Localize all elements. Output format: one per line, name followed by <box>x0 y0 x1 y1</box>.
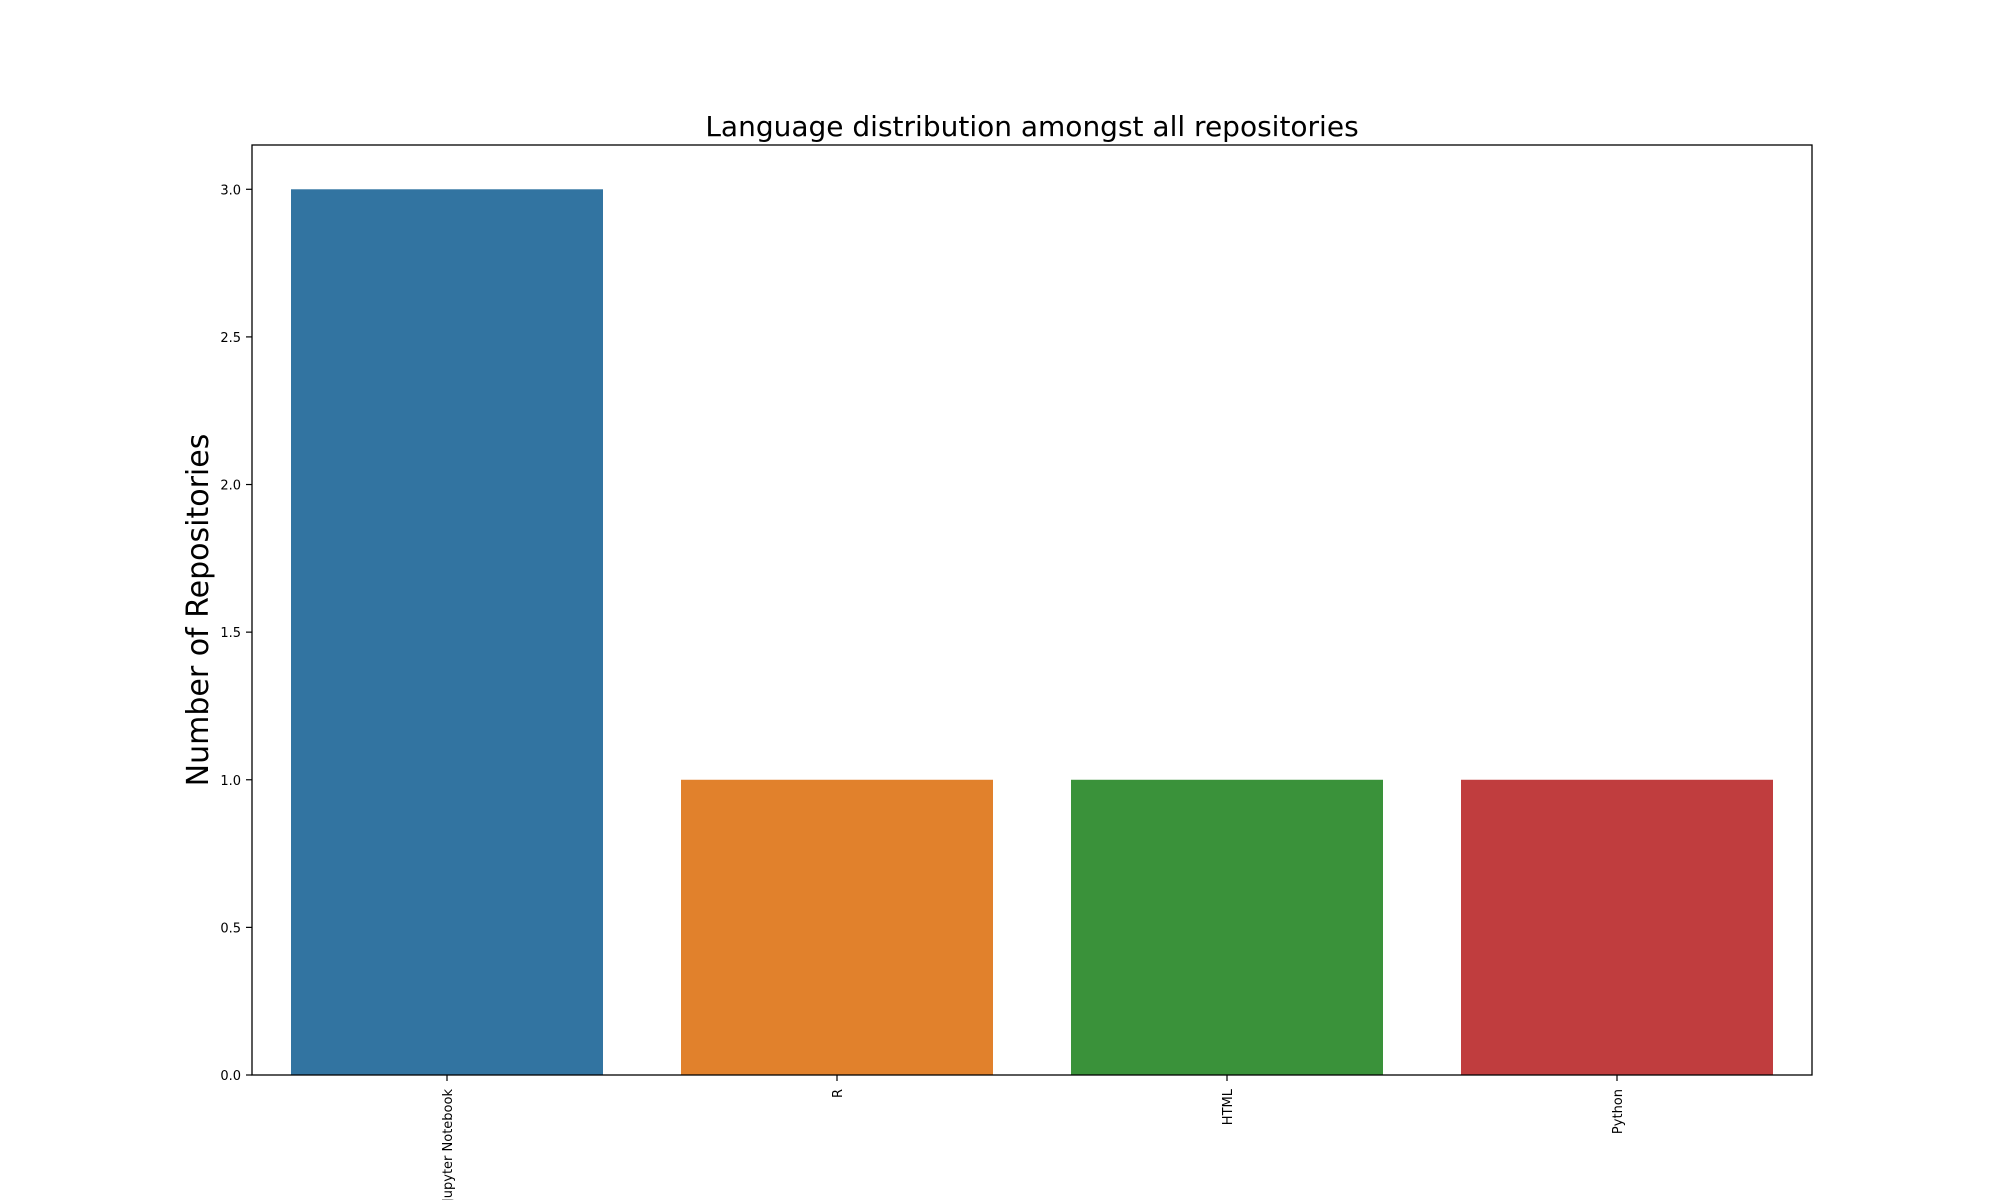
x-tick-label: R <box>831 1089 846 1098</box>
plot-area-frame <box>251 144 1813 1076</box>
x-tick-label: Python <box>1611 1089 1626 1134</box>
y-tick-label: 1.5 <box>220 626 241 641</box>
bar-html <box>1071 779 1383 1075</box>
y-tick-label: 0.0 <box>220 1069 241 1084</box>
bars-group <box>291 189 1773 1076</box>
bar-r <box>681 779 993 1075</box>
bar-jupyter-notebook <box>291 189 603 1076</box>
y-tick-label: 2.5 <box>220 331 241 346</box>
y-tick-label: 2.0 <box>220 479 241 494</box>
y-tick-label: 1.0 <box>220 774 241 789</box>
bar-python <box>1461 779 1773 1075</box>
y-axis-label: Number of Repositories <box>181 434 216 787</box>
y-axis-ticks: 0.0 0.5 1.0 1.5 2.0 2.5 3.0 <box>220 183 252 1084</box>
y-tick-label: 0.5 <box>220 921 241 936</box>
x-axis-ticks: Jupyter Notebook R HTML Python <box>441 1075 1626 1200</box>
y-tick-label: 3.0 <box>220 183 241 198</box>
chart-title: Language distribution amongst all reposi… <box>705 110 1358 143</box>
x-tick-label: Jupyter Notebook <box>441 1089 456 1200</box>
x-tick-label: HTML <box>1221 1088 1236 1125</box>
